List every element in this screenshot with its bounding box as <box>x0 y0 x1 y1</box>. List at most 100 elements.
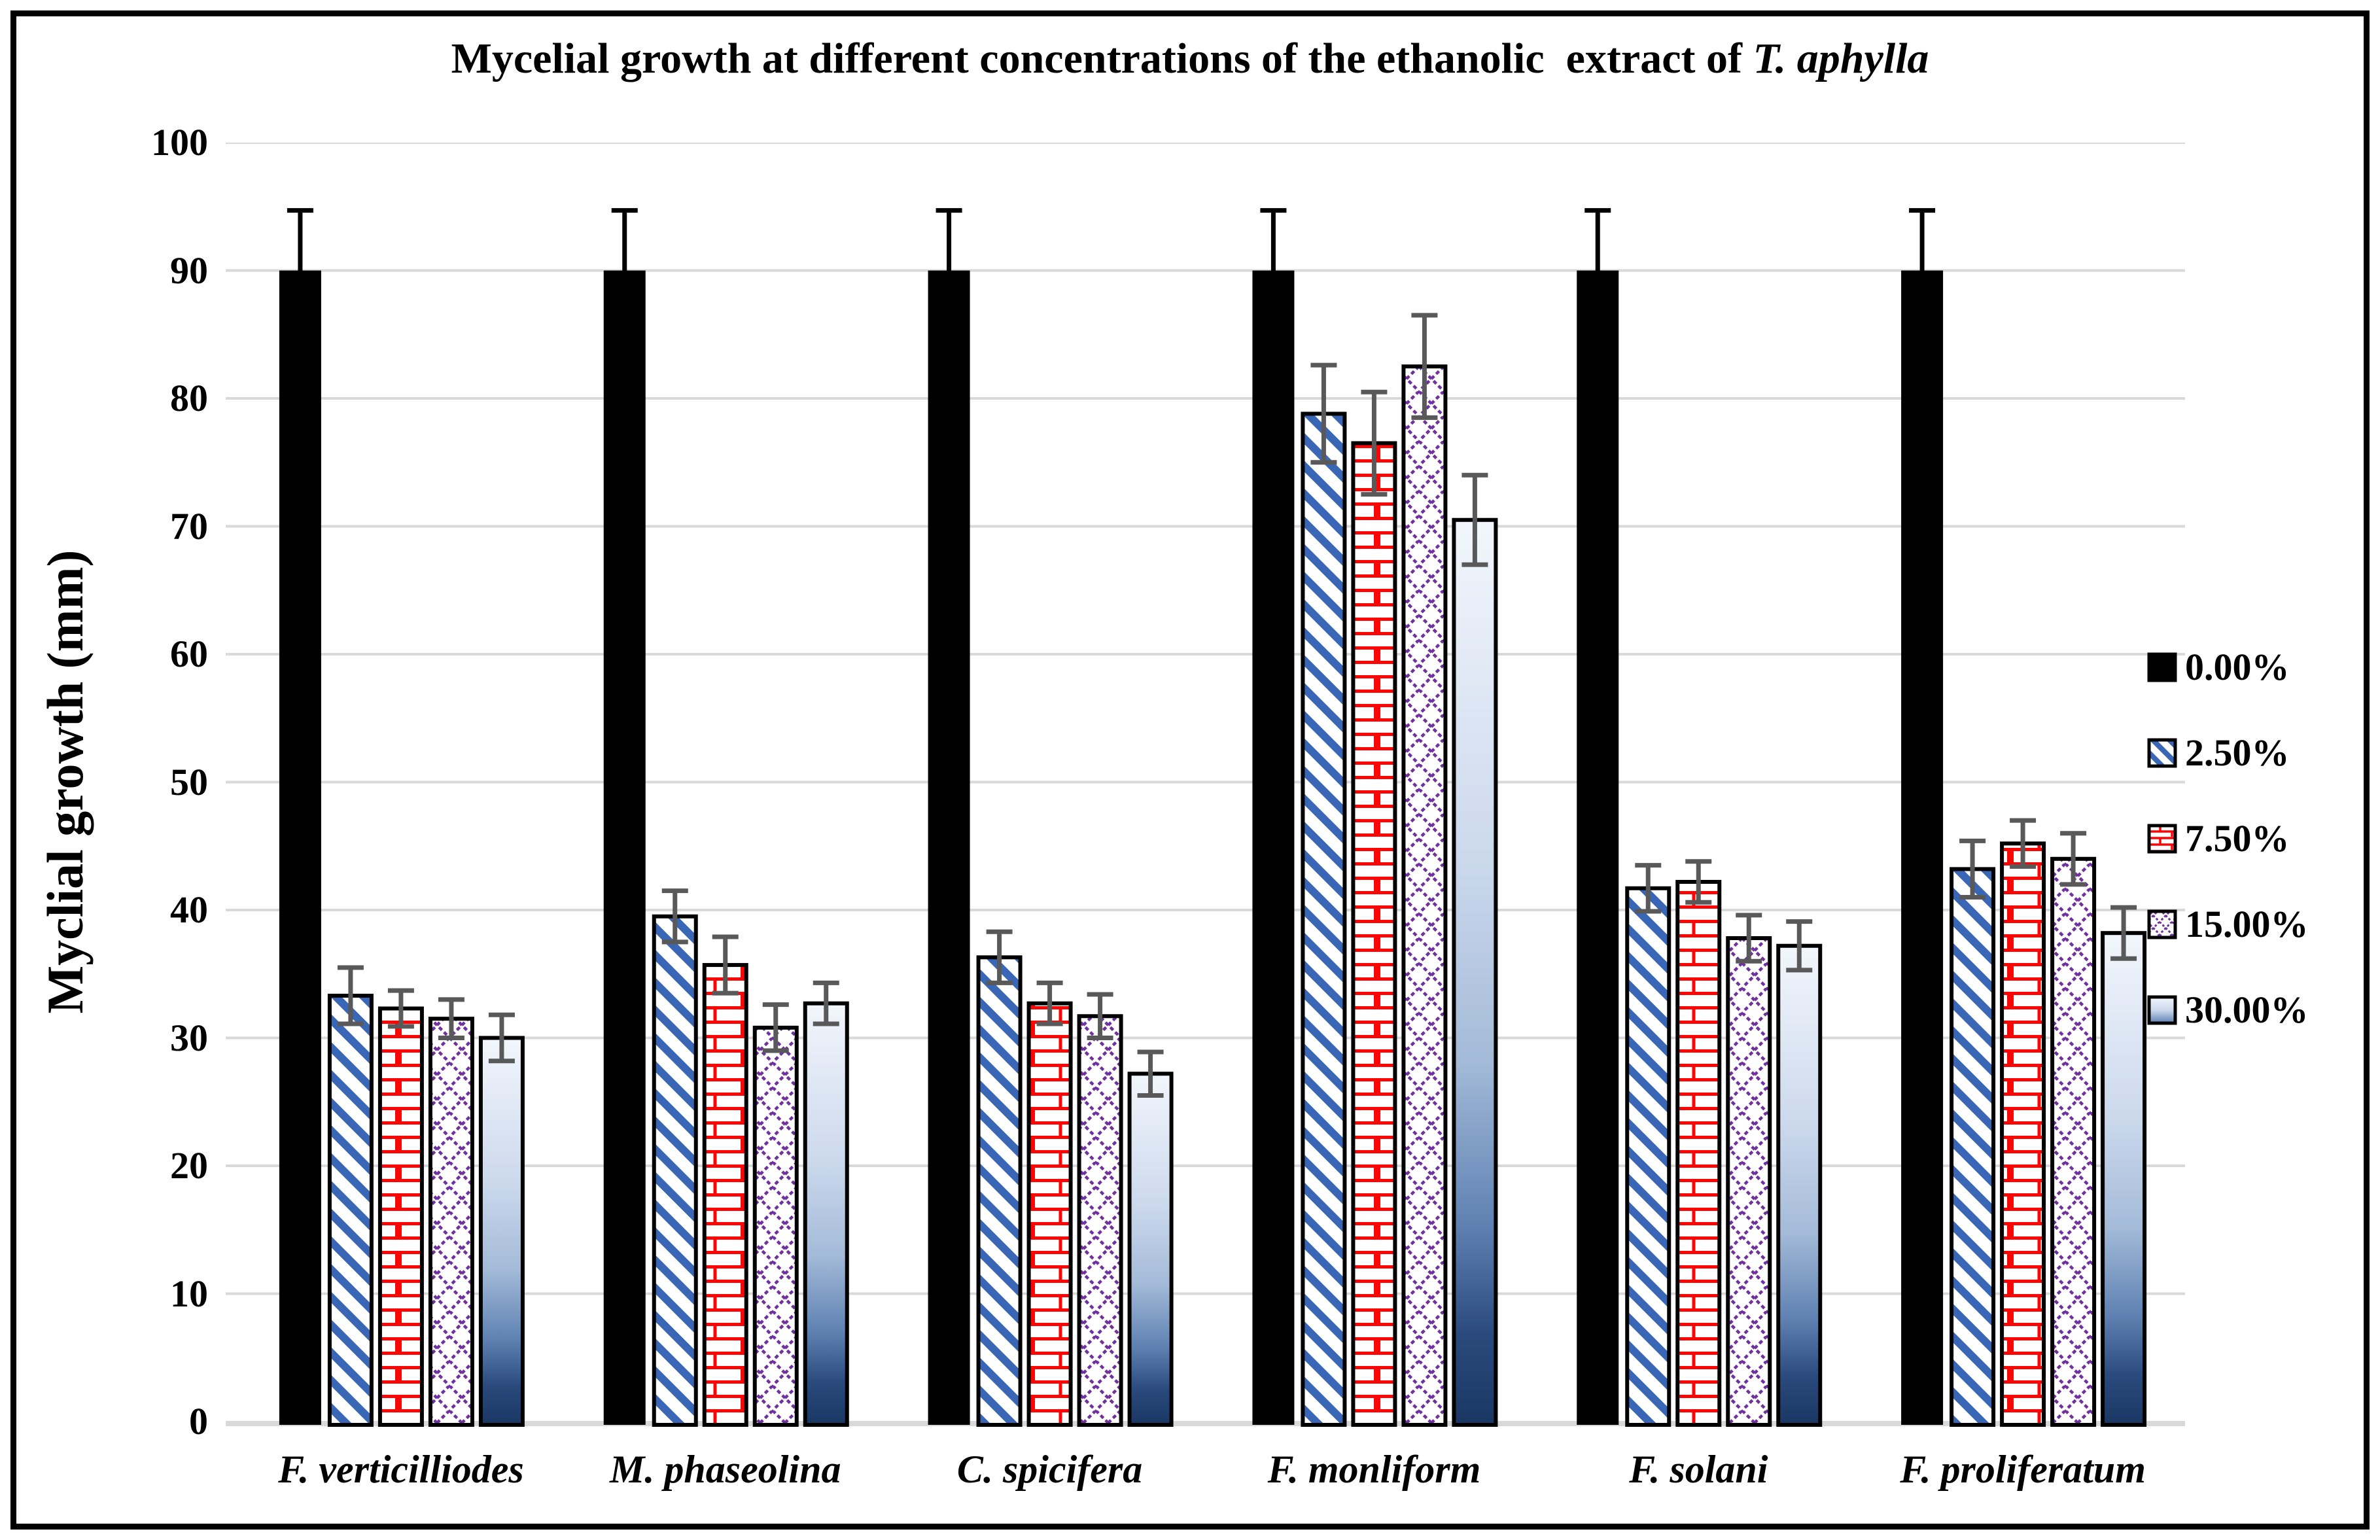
bar-15-00pct-m-phaseolina <box>752 1025 799 1427</box>
error-bar-2-50pct-f-proliferatum <box>1959 838 1986 900</box>
legend-item-2-50pct: 2.50% <box>2147 731 2309 775</box>
error-bar-7-50pct-f-solani <box>1685 859 1712 905</box>
legend-label-30-00pct: 30.00% <box>2185 989 2309 1031</box>
bar-2-50pct-f-proliferatum <box>1950 867 1996 1427</box>
x-label-f-proliferatum: F. proliferatum <box>1900 1448 2146 1491</box>
bar-7-50pct-m-phaseolina <box>702 963 748 1427</box>
legend-swatch-7-50pct <box>2147 824 2177 853</box>
bar-15-00pct-f-proliferatum <box>2050 856 2097 1427</box>
bar-15-00pct-f-monliform <box>1401 364 1448 1427</box>
legend-label-0-00pct: 0.00% <box>2185 646 2290 688</box>
bar-30-00pct-m-phaseolina <box>803 1001 849 1427</box>
error-bar-15-00pct-f-solani <box>1736 913 1762 964</box>
bar-7-50pct-f-verticilliodes <box>377 1006 424 1427</box>
bar-30-00pct-f-proliferatum <box>2101 931 2147 1427</box>
bar-30-00pct-f-verticilliodes <box>478 1036 525 1427</box>
error-bar-7-50pct-f-verticilliodes <box>387 988 414 1029</box>
error-bar-30-00pct-c-spicifera <box>1137 1049 1164 1098</box>
error-bar-30-00pct-f-verticilliodes <box>488 1012 515 1064</box>
legend-item-0-00pct: 0.00% <box>2147 645 2309 689</box>
chart-title-text: Mycelial growth at different concentrati… <box>451 35 1753 82</box>
bar-15-00pct-f-verticilliodes <box>428 1017 474 1427</box>
chart-title: Mycelial growth at different concentrati… <box>0 34 2380 84</box>
bar-15-00pct-c-spicifera <box>1077 1014 1123 1427</box>
legend-swatch-30-00pct <box>2147 995 2177 1024</box>
bar-30-00pct-f-monliform <box>1452 517 1498 1427</box>
y-tick-10: 10 <box>170 1272 208 1315</box>
bar-7-50pct-f-monliform <box>1351 441 1397 1427</box>
error-bar-30-00pct-m-phaseolina <box>813 980 839 1026</box>
error-bar-7-50pct-f-monliform <box>1361 389 1388 497</box>
bar-0-00pct-f-verticilliodes <box>279 270 321 1425</box>
error-bar-7-50pct-f-proliferatum <box>2010 818 2037 869</box>
bar-0-00pct-f-monliform <box>1252 270 1295 1425</box>
bar-7-50pct-c-spicifera <box>1026 1001 1073 1427</box>
legend: 0.00% 2.50% 7.50% 15.00% 30.00% <box>2147 645 2309 1074</box>
bar-2-50pct-f-solani <box>1625 886 1671 1427</box>
error-bar-7-50pct-m-phaseolina <box>712 934 739 996</box>
legend-label-2-50pct: 2.50% <box>2185 731 2290 774</box>
error-bar-2-50pct-f-verticilliodes <box>337 965 364 1026</box>
legend-swatch-2-50pct <box>2147 738 2177 767</box>
x-label-c-spicifera: C. spicifera <box>956 1448 1143 1491</box>
bar-2-50pct-c-spicifera <box>976 955 1023 1427</box>
bar-7-50pct-f-proliferatum <box>2000 841 2046 1427</box>
bar-2-50pct-f-verticilliodes <box>327 993 374 1427</box>
y-tick-90: 90 <box>170 249 208 292</box>
x-label-f-verticilliodes: F. verticilliodes <box>278 1448 524 1491</box>
error-bar-30-00pct-f-solani <box>1786 919 1813 973</box>
y-tick-60: 60 <box>170 633 208 675</box>
error-bar-15-00pct-f-monliform <box>1411 313 1438 420</box>
y-tick-30: 30 <box>170 1016 208 1059</box>
error-bar-2-50pct-m-phaseolina <box>661 888 688 945</box>
error-bar-15-00pct-m-phaseolina <box>762 1002 789 1053</box>
error-bar-0-00pct-f-monliform <box>1260 208 1287 271</box>
bar-0-00pct-f-solani <box>1577 270 1619 1425</box>
error-bar-2-50pct-f-monliform <box>1310 362 1337 465</box>
y-tick-70: 70 <box>170 504 208 548</box>
legend-item-30-00pct: 30.00% <box>2147 988 2309 1032</box>
bar-0-00pct-m-phaseolina <box>603 270 646 1425</box>
y-tick-80: 80 <box>170 377 208 419</box>
bar-30-00pct-c-spicifera <box>1127 1072 1174 1427</box>
bar-30-00pct-f-solani <box>1776 943 1823 1427</box>
chart-canvas <box>226 143 2185 1427</box>
error-bar-0-00pct-c-spicifera <box>936 208 962 271</box>
legend-swatch-0-00pct <box>2147 652 2177 682</box>
legend-swatch-15-00pct <box>2147 909 2177 939</box>
bar-0-00pct-f-proliferatum <box>1901 270 1944 1425</box>
legend-label-7-50pct: 7.50% <box>2185 817 2290 860</box>
bars <box>279 270 2147 1427</box>
error-bars <box>287 208 2137 1098</box>
gridlines <box>226 143 2185 1426</box>
error-bar-7-50pct-c-spicifera <box>1036 980 1063 1026</box>
error-bar-15-00pct-f-proliferatum <box>2060 831 2087 887</box>
bar-2-50pct-f-monliform <box>1301 411 1347 1427</box>
error-bar-0-00pct-m-phaseolina <box>611 208 638 271</box>
x-label-m-phaseolina: M. phaseolina <box>610 1448 841 1491</box>
error-bar-0-00pct-f-verticilliodes <box>287 208 313 271</box>
chart-title-species: T. aphylla <box>1753 35 1929 82</box>
y-tick-20: 20 <box>170 1144 208 1187</box>
legend-item-15-00pct: 15.00% <box>2147 902 2309 946</box>
x-label-f-solani: F. solani <box>1629 1448 1768 1491</box>
y-tick-100: 100 <box>151 121 208 164</box>
legend-item-7-50pct: 7.50% <box>2147 816 2309 860</box>
y-tick-50: 50 <box>170 760 208 803</box>
bar-2-50pct-m-phaseolina <box>652 914 698 1427</box>
error-bar-2-50pct-c-spicifera <box>986 929 1013 985</box>
error-bar-15-00pct-f-verticilliodes <box>438 997 464 1040</box>
y-tick-40: 40 <box>170 888 208 931</box>
error-bar-0-00pct-f-proliferatum <box>1909 208 1936 271</box>
bar-7-50pct-f-solani <box>1675 879 1722 1427</box>
bar-0-00pct-c-spicifera <box>928 270 970 1425</box>
error-bar-0-00pct-f-solani <box>1584 208 1611 271</box>
error-bar-30-00pct-f-proliferatum <box>2110 905 2137 961</box>
error-bar-30-00pct-f-monliform <box>1461 472 1488 567</box>
legend-label-15-00pct: 15.00% <box>2185 903 2309 945</box>
x-label-f-monliform: F. monliform <box>1267 1448 1481 1491</box>
bar-15-00pct-f-solani <box>1726 936 1772 1427</box>
error-bar-15-00pct-c-spicifera <box>1087 992 1113 1040</box>
error-bar-2-50pct-f-solani <box>1635 863 1662 914</box>
y-tick-0: 0 <box>189 1400 208 1443</box>
